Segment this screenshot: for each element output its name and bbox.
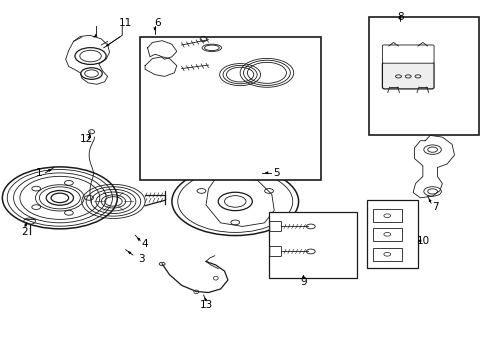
Text: 9: 9 [300,277,307,287]
Text: 3: 3 [138,253,145,264]
Bar [367,200,418,267]
Text: 11: 11 [119,18,132,28]
Text: 6: 6 [154,18,161,28]
Text: 5: 5 [273,168,280,178]
Bar [373,228,402,241]
Text: 4: 4 [142,239,148,249]
Bar [373,209,402,222]
Bar [270,212,357,278]
Bar [373,248,402,261]
Bar [140,37,320,180]
Text: 2: 2 [22,227,28,237]
Bar [369,18,479,135]
Text: 10: 10 [417,236,430,246]
FancyBboxPatch shape [270,221,282,231]
FancyBboxPatch shape [382,62,434,89]
Text: 1: 1 [36,168,42,178]
FancyBboxPatch shape [382,45,434,63]
FancyBboxPatch shape [270,247,282,256]
Text: 12: 12 [80,134,93,144]
Text: 7: 7 [432,202,439,212]
Text: 8: 8 [397,13,404,22]
Text: 13: 13 [199,300,213,310]
